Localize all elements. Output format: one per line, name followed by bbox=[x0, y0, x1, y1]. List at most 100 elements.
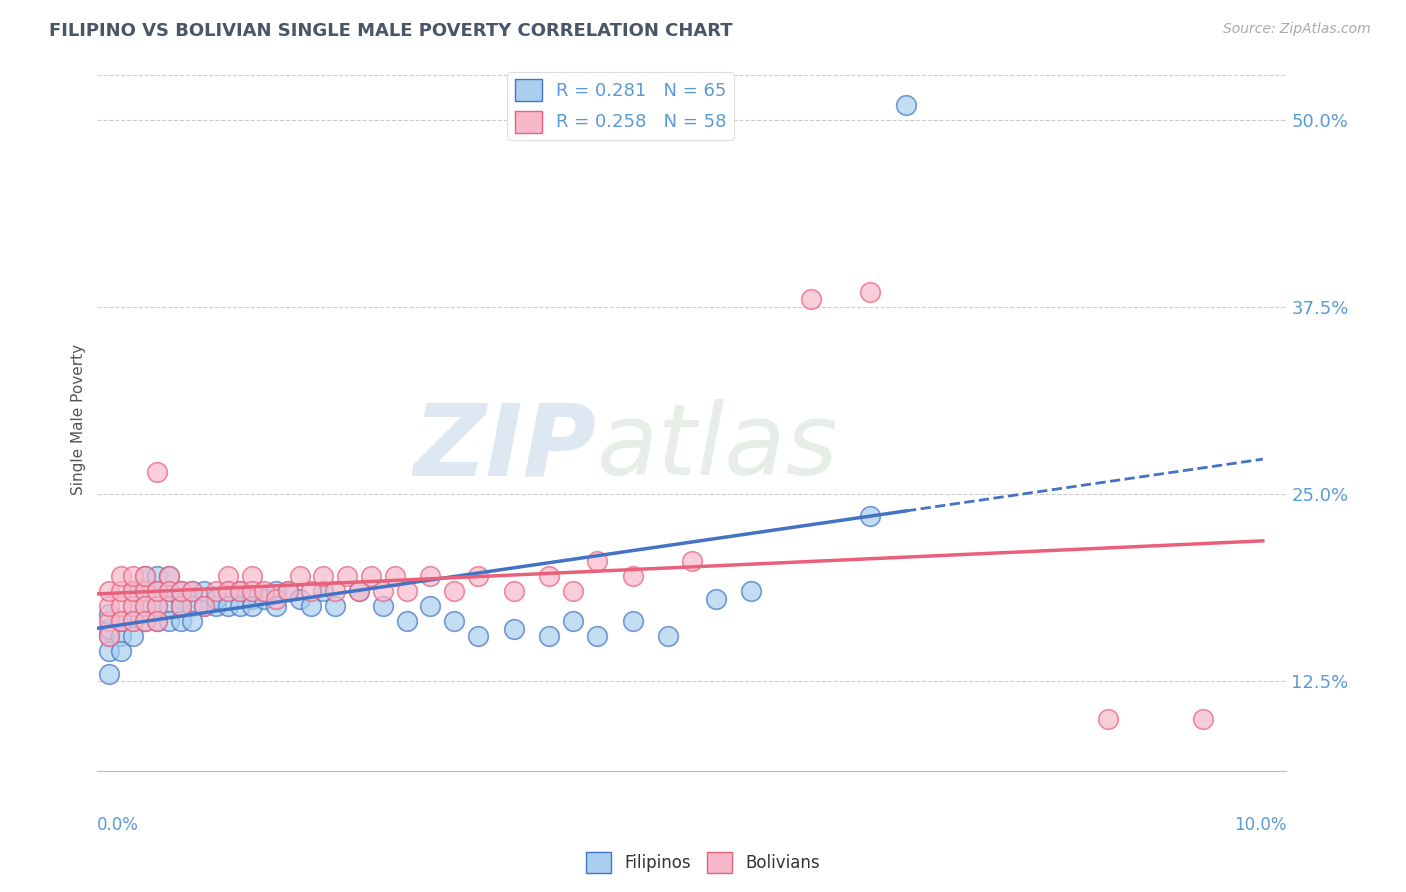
Point bbox=[253, 584, 276, 599]
Point bbox=[146, 465, 169, 479]
Point bbox=[122, 584, 145, 599]
Text: Source: ZipAtlas.com: Source: ZipAtlas.com bbox=[1223, 22, 1371, 37]
Y-axis label: Single Male Poverty: Single Male Poverty bbox=[72, 343, 86, 495]
Point bbox=[146, 584, 169, 599]
Point bbox=[217, 584, 239, 599]
Point bbox=[240, 591, 263, 606]
Point bbox=[502, 622, 524, 636]
Text: FILIPINO VS BOLIVIAN SINGLE MALE POVERTY CORRELATION CHART: FILIPINO VS BOLIVIAN SINGLE MALE POVERTY… bbox=[49, 22, 733, 40]
Point bbox=[323, 584, 346, 599]
Point bbox=[800, 293, 823, 307]
Point bbox=[621, 569, 644, 583]
Text: 0.0%: 0.0% bbox=[97, 816, 139, 834]
Point bbox=[859, 509, 882, 524]
Point bbox=[146, 584, 169, 599]
Point bbox=[562, 615, 585, 629]
Point bbox=[98, 622, 121, 636]
Point bbox=[110, 569, 132, 583]
Point bbox=[134, 569, 156, 583]
Point bbox=[217, 569, 239, 583]
Legend: R = 0.281   N = 65, R = 0.258   N = 58: R = 0.281 N = 65, R = 0.258 N = 58 bbox=[508, 72, 734, 140]
Point bbox=[371, 599, 394, 614]
Point bbox=[181, 584, 204, 599]
Point bbox=[122, 569, 145, 583]
Point bbox=[740, 584, 762, 599]
Point bbox=[443, 615, 465, 629]
Point bbox=[395, 584, 418, 599]
Point bbox=[395, 615, 418, 629]
Point bbox=[443, 584, 465, 599]
Point bbox=[205, 584, 228, 599]
Point bbox=[240, 569, 263, 583]
Point bbox=[240, 599, 263, 614]
Point bbox=[336, 569, 359, 583]
Legend: Filipinos, Bolivians: Filipinos, Bolivians bbox=[579, 846, 827, 880]
Point bbox=[264, 599, 287, 614]
Point bbox=[288, 569, 311, 583]
Point bbox=[98, 599, 121, 614]
Point bbox=[419, 569, 441, 583]
Point bbox=[217, 599, 239, 614]
Point bbox=[110, 615, 132, 629]
Point bbox=[347, 584, 370, 599]
Point bbox=[538, 629, 561, 643]
Point bbox=[146, 569, 169, 583]
Point bbox=[1192, 712, 1215, 726]
Point bbox=[538, 569, 561, 583]
Point bbox=[122, 584, 145, 599]
Point bbox=[193, 584, 215, 599]
Point bbox=[585, 629, 607, 643]
Point bbox=[240, 584, 263, 599]
Text: atlas: atlas bbox=[596, 400, 838, 496]
Point bbox=[704, 591, 727, 606]
Point bbox=[122, 615, 145, 629]
Point bbox=[277, 584, 299, 599]
Point bbox=[98, 584, 121, 599]
Point bbox=[134, 615, 156, 629]
Point bbox=[181, 599, 204, 614]
Point bbox=[585, 554, 607, 568]
Point bbox=[98, 615, 121, 629]
Point bbox=[146, 615, 169, 629]
Point bbox=[253, 591, 276, 606]
Point bbox=[98, 629, 121, 643]
Text: 10.0%: 10.0% bbox=[1234, 816, 1286, 834]
Point bbox=[122, 615, 145, 629]
Point bbox=[157, 599, 180, 614]
Point bbox=[146, 599, 169, 614]
Point bbox=[205, 591, 228, 606]
Point bbox=[1097, 712, 1119, 726]
Point bbox=[169, 591, 191, 606]
Point bbox=[122, 629, 145, 643]
Point bbox=[229, 584, 252, 599]
Point bbox=[502, 584, 524, 599]
Point bbox=[110, 584, 132, 599]
Point bbox=[122, 599, 145, 614]
Text: ZIP: ZIP bbox=[413, 400, 596, 496]
Point bbox=[122, 599, 145, 614]
Point bbox=[859, 285, 882, 299]
Point bbox=[299, 584, 322, 599]
Point bbox=[157, 584, 180, 599]
Point bbox=[98, 666, 121, 681]
Point bbox=[621, 615, 644, 629]
Point bbox=[169, 599, 191, 614]
Point bbox=[229, 599, 252, 614]
Point bbox=[467, 629, 489, 643]
Point bbox=[157, 569, 180, 583]
Point bbox=[277, 584, 299, 599]
Point bbox=[323, 599, 346, 614]
Point bbox=[312, 584, 335, 599]
Point bbox=[894, 97, 917, 112]
Point bbox=[98, 644, 121, 658]
Point bbox=[264, 591, 287, 606]
Point bbox=[134, 599, 156, 614]
Point bbox=[110, 644, 132, 658]
Point bbox=[134, 584, 156, 599]
Point bbox=[110, 629, 132, 643]
Point bbox=[181, 615, 204, 629]
Point bbox=[181, 584, 204, 599]
Point bbox=[157, 569, 180, 583]
Point bbox=[134, 584, 156, 599]
Point bbox=[157, 584, 180, 599]
